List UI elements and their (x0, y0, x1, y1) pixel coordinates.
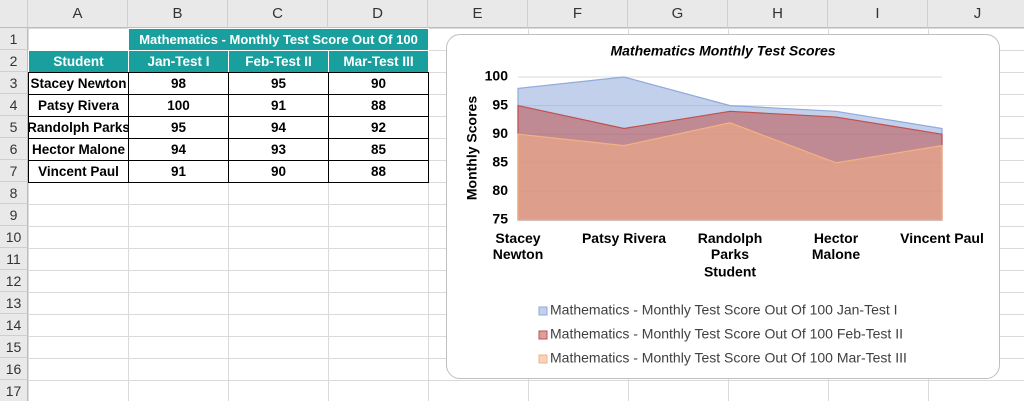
legend-label: Mathematics - Monthly Test Score Out Of … (550, 350, 907, 366)
column-header: B (128, 0, 228, 28)
table-cell: 94 (128, 138, 229, 161)
y-tick-label: 100 (485, 68, 509, 84)
row-header: 10 (0, 226, 28, 248)
row-header: 11 (0, 248, 28, 270)
row-header: 1 (0, 28, 28, 50)
table-cell: 100 (128, 94, 229, 117)
legend-label: Mathematics - Monthly Test Score Out Of … (550, 326, 903, 342)
gridline (328, 28, 329, 401)
table-title: Mathematics - Monthly Test Score Out Of … (128, 28, 429, 51)
row-header: 17 (0, 380, 28, 401)
column-header: G (628, 0, 728, 28)
table-cell: 85 (328, 138, 429, 161)
gridline (128, 28, 129, 401)
row-header: 14 (0, 314, 28, 336)
row-header: 5 (0, 116, 28, 138)
table-cell: Vincent Paul (28, 160, 129, 183)
row-header: 13 (0, 292, 28, 314)
chart-title: Mathematics Monthly Test Scores (610, 43, 835, 59)
legend-swatch (538, 330, 548, 340)
gridline (28, 28, 1024, 29)
column-header: E (428, 0, 528, 28)
row-header: 2 (0, 50, 28, 72)
gridline (428, 28, 429, 401)
column-header: C (228, 0, 328, 28)
y-tick-label: 75 (492, 211, 508, 227)
row-header: 8 (0, 182, 28, 204)
column-header: F (528, 0, 628, 28)
gridline (28, 28, 29, 401)
x-tick-label: Stacey Newton (492, 230, 544, 262)
row-header: 12 (0, 270, 28, 292)
table-cell: 88 (328, 160, 429, 183)
column-header: D (328, 0, 428, 28)
x-tick-label: Vincent Paul (900, 230, 984, 246)
column-header: A (28, 0, 128, 28)
row-header: 15 (0, 336, 28, 358)
x-axis-label: Student (704, 264, 756, 280)
row-header: 7 (0, 160, 28, 182)
x-tick-label: Randolph Parks (697, 230, 763, 262)
legend-swatch (538, 354, 548, 364)
y-tick-label: 85 (492, 154, 508, 170)
row-header: 6 (0, 138, 28, 160)
y-axis-label: Monthly Scores (464, 96, 480, 200)
gridline (228, 28, 229, 401)
corner (0, 0, 28, 28)
table-cell: 92 (328, 116, 429, 139)
legend-label: Mathematics - Monthly Test Score Out Of … (550, 302, 898, 318)
gridline (28, 380, 1024, 381)
x-tick-label: Hector Malone (811, 230, 861, 262)
column-header: I (828, 0, 928, 28)
y-tick-label: 95 (492, 96, 508, 112)
y-tick-label: 80 (492, 182, 508, 198)
x-tick-label: Patsy Rivera (581, 230, 667, 246)
column-header: J (928, 0, 1024, 28)
table-cell: 91 (128, 160, 229, 183)
row-header: 16 (0, 358, 28, 380)
row-header: 4 (0, 94, 28, 116)
column-header: H (728, 0, 828, 28)
column-title: Feb-Test II (228, 50, 329, 73)
area (517, 122, 943, 221)
row-header: 3 (0, 72, 28, 94)
legend-swatch (538, 306, 548, 316)
row-header: 9 (0, 204, 28, 226)
table-cell: 90 (228, 160, 329, 183)
y-tick-label: 90 (492, 125, 508, 141)
